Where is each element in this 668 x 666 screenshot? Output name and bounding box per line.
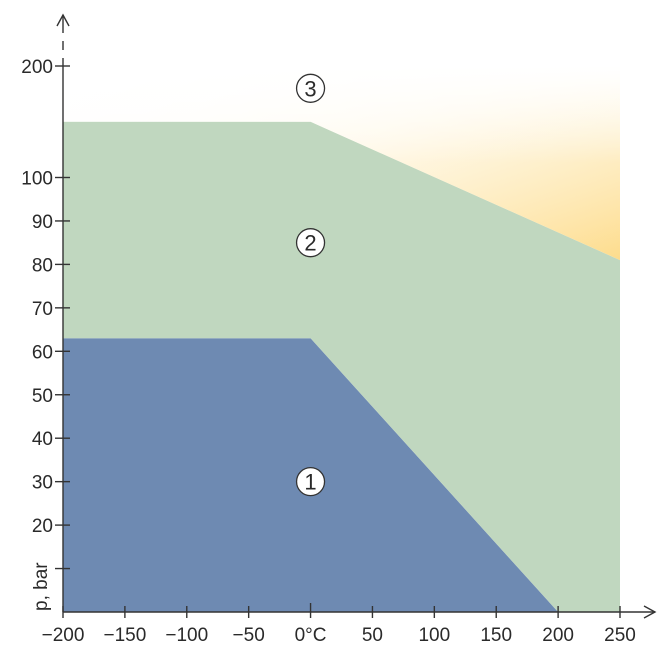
y-tick-label: 200	[21, 57, 53, 78]
y-tick-label: 100	[21, 169, 53, 190]
y-tick-label: 70	[32, 299, 53, 320]
zone-3-marker: 3	[295, 73, 326, 103]
zone-1-marker: 1	[295, 466, 326, 497]
x-axis-arrow	[643, 605, 657, 619]
y-axis-arrow	[56, 13, 70, 27]
zone-2-marker: 2	[295, 228, 326, 258]
x-tick-label: 200	[542, 625, 574, 646]
zone-marker-circle	[295, 73, 326, 103]
zone-marker-label: 2	[304, 231, 316, 256]
y-tick-label: 30	[32, 473, 53, 494]
zones-layer	[63, 66, 620, 613]
axes-layer	[56, 13, 657, 619]
zone-3-fade	[63, 66, 620, 261]
labels-layer: −200 −150 −100 −50 0°C 50 100 150 200 25020010090…	[21, 57, 636, 646]
zone-marker-label: 3	[304, 76, 316, 101]
markers-layer: 1 2 3	[295, 73, 326, 497]
x-tick-label: −150	[103, 625, 146, 646]
zone-marker-circle	[295, 466, 326, 497]
x-tick-label: 0°C	[295, 625, 327, 646]
y-tick-label: 80	[32, 255, 53, 276]
y-tick-label: 90	[32, 212, 53, 233]
x-tick-label: 100	[418, 625, 450, 646]
x-tick-label: 250	[604, 625, 636, 646]
x-tick-label: 50	[362, 625, 383, 646]
zone-marker-circle	[295, 228, 326, 258]
ticks-layer	[55, 65, 621, 618]
y-axis-title: p, bar	[31, 562, 52, 611]
zone-marker-label: 1	[304, 470, 316, 495]
x-tick-label: −100	[165, 625, 208, 646]
y-tick-label: 60	[32, 342, 53, 363]
x-tick-label: −200	[42, 625, 85, 646]
x-tick-label: 150	[480, 625, 512, 646]
y-tick-label: 20	[32, 516, 53, 537]
zone-2-area	[63, 121, 620, 613]
y-tick-label: 40	[32, 429, 53, 450]
y-tick-label: 50	[32, 386, 53, 407]
x-tick-label: −50	[233, 625, 265, 646]
